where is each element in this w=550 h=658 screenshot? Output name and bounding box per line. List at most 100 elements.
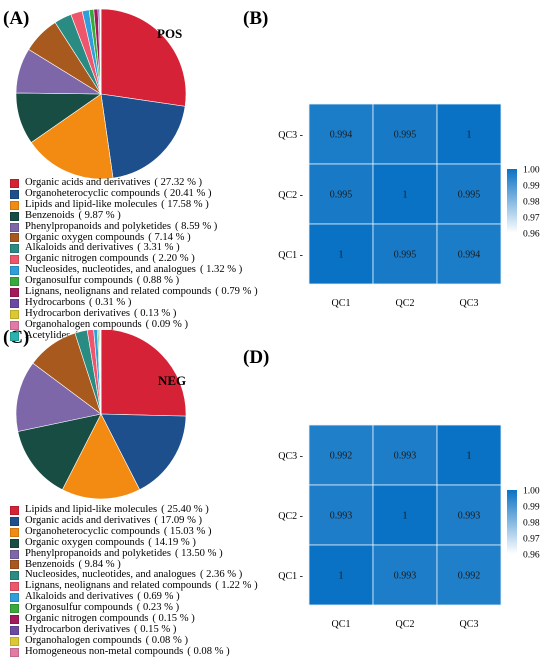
colorbar-tick-label: 0.97: [523, 214, 540, 224]
x-tick-label: QC1: [332, 298, 351, 309]
legend-swatch: [10, 571, 19, 580]
legend-item: Phenylpropanoids and polyketides ( 8.59 %…: [10, 222, 258, 233]
heatmap-value-label: 0.994: [330, 130, 353, 141]
pie-chart-pos: POS: [0, 0, 230, 180]
legend-swatch: [10, 212, 19, 221]
legend-swatch: [10, 648, 19, 657]
legend-percent: ( 1.32 % ): [200, 265, 242, 276]
panel-label-d: (D): [243, 347, 269, 369]
legend-label: Phenylpropanoids and polyketides: [25, 549, 171, 560]
colorbar: [507, 490, 517, 554]
y-tick-label: QC2 -: [278, 511, 303, 522]
legend-percent: ( 14.19 % ): [148, 538, 196, 549]
legend-percent: ( 8.59 % ): [175, 222, 217, 233]
y-tick-label: QC1 -: [278, 571, 303, 582]
x-tick-label: QC1: [332, 619, 351, 630]
legend-percent: ( 17.58 % ): [161, 200, 209, 211]
legend-swatch: [10, 626, 19, 635]
legend-label: Phenylpropanoids and polyketides: [25, 222, 171, 233]
legend-swatch: [10, 201, 19, 210]
heatmap-value-label: 1: [467, 130, 472, 141]
legend-item: Homogeneous non-metal compounds ( 0.08 % …: [10, 647, 258, 658]
legend-swatch: [10, 179, 19, 188]
heatmap-value-label: 0.992: [458, 571, 481, 582]
heatmap-value-label: 0.993: [394, 571, 417, 582]
legend-swatch: [10, 637, 19, 646]
heatmap-value-label: 1: [339, 250, 344, 261]
heatmap-value-label: 0.993: [458, 511, 481, 522]
pie-slice: [101, 9, 186, 106]
colorbar-tick-label: 0.99: [523, 182, 540, 192]
heatmap-value-label: 0.993: [330, 511, 353, 522]
legend-swatch: [10, 233, 19, 242]
heatmap-value-label: 1: [339, 571, 344, 582]
pie-title: POS: [157, 26, 182, 41]
colorbar-tick-label: 0.98: [523, 519, 540, 529]
legend-swatch: [10, 615, 19, 624]
colorbar-tick-label: 0.98: [523, 198, 540, 208]
x-tick-label: QC3: [460, 298, 479, 309]
y-tick-label: QC2 -: [278, 190, 303, 201]
heatmap-value-label: 0.994: [458, 250, 481, 261]
x-tick-label: QC3: [460, 619, 479, 630]
colorbar-tick-label: 0.99: [523, 503, 540, 513]
legend-item: Benzenoids ( 9.87 % ): [10, 211, 258, 222]
legend-swatch: [10, 593, 19, 602]
legend-swatch: [10, 560, 19, 569]
legend-pos: Organic acids and derivatives( 27.32 % )…: [10, 178, 258, 342]
heatmap-qc-pos: 0.994 0.995 1 0.995 1 0.995 1 0.995 0.994 QC3 - QC…: [270, 90, 550, 330]
legend-swatch: [10, 550, 19, 559]
heatmap-value-label: 0.995: [394, 250, 417, 261]
legend-percent: ( 9.87 % ): [78, 211, 120, 222]
legend-swatch: [10, 223, 19, 232]
heatmap-value-label: 1: [403, 190, 408, 201]
legend-swatch: [10, 604, 19, 613]
colorbar-tick-label: 0.96: [523, 230, 540, 240]
legend-swatch: [10, 517, 19, 526]
heatmap-value-label: 0.993: [394, 451, 417, 462]
heatmap-value-label: 0.992: [330, 451, 353, 462]
legend-swatch: [10, 528, 19, 537]
y-tick-label: QC3 -: [278, 451, 303, 462]
legend-swatch: [10, 539, 19, 548]
colorbar: [507, 169, 517, 233]
legend-label: Homogeneous non-metal compounds: [25, 647, 183, 658]
legend-swatch: [10, 277, 19, 286]
legend-percent: ( 0.08 % ): [146, 636, 188, 647]
legend-percent: ( 13.50 % ): [175, 549, 223, 560]
x-tick-label: QC2: [396, 298, 415, 309]
legend-swatch: [10, 255, 19, 264]
legend-swatch: [10, 506, 19, 515]
y-tick-label: QC3 -: [278, 130, 303, 141]
legend-percent: ( 1.22 % ): [215, 581, 257, 592]
heatmap-value-label: 1: [467, 451, 472, 462]
legend-swatch: [10, 299, 19, 308]
legend-swatch: [10, 244, 19, 253]
heatmap-value-label: 0.995: [458, 190, 481, 201]
legend-percent: ( 0.79 % ): [215, 287, 257, 298]
legend-neg: Lipids and lipid-like molecules( 25.40 %…: [10, 505, 258, 658]
legend-item: Phenylpropanoids and polyketides ( 13.50 …: [10, 549, 258, 560]
colorbar-tick-label: 1.00: [523, 487, 540, 497]
panel-label-b: (B): [243, 8, 268, 30]
heatmap-value-label: 0.995: [394, 130, 417, 141]
legend-swatch: [10, 321, 19, 330]
legend-percent: ( 0.08 % ): [187, 647, 229, 658]
legend-swatch: [10, 266, 19, 275]
heatmap-qc-neg: 0.992 0.993 1 0.993 1 0.993 1 0.993 0.992 QC3 - QC…: [270, 412, 550, 644]
pie-slice: [101, 94, 185, 178]
legend-swatch: [10, 582, 19, 591]
legend-swatch: [10, 288, 19, 297]
heatmap-value-label: 1: [403, 511, 408, 522]
legend-label: Benzenoids: [25, 211, 74, 222]
legend-label: Organic oxygen compounds: [25, 538, 144, 549]
legend-swatch: [10, 190, 19, 199]
pie-title: NEG: [158, 373, 186, 388]
pie-chart-neg: NEG: [0, 330, 230, 510]
legend-label: Organohalogen compounds: [25, 636, 142, 647]
legend-item: Organohalogen compounds ( 0.08 % ): [10, 636, 258, 647]
colorbar-tick-label: 0.96: [523, 551, 540, 561]
heatmap-value-label: 0.995: [330, 190, 353, 201]
legend-item: Organic oxygen compounds ( 14.19 % ): [10, 538, 258, 549]
colorbar-tick-label: 0.97: [523, 535, 540, 545]
